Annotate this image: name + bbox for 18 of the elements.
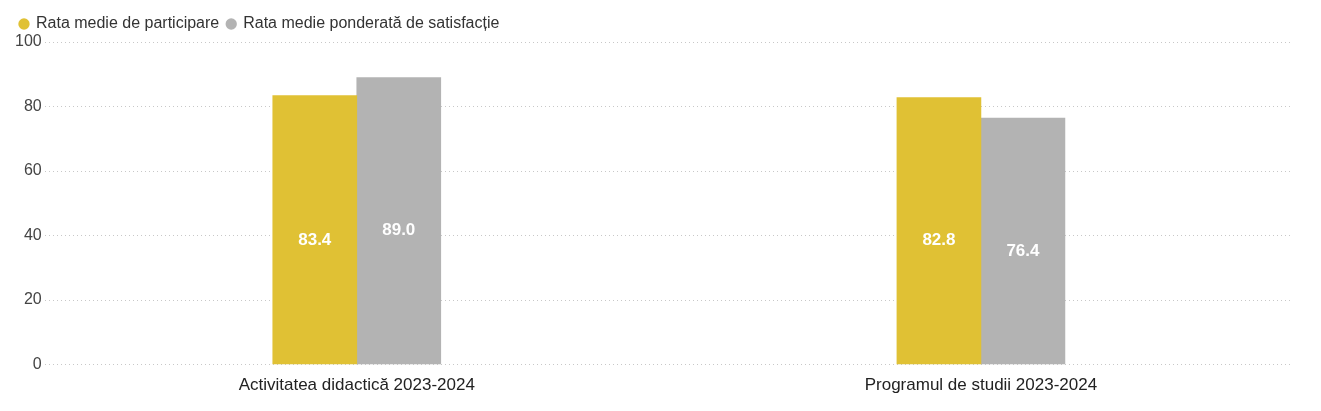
y-tick-label: 0 (32, 355, 42, 373)
text: 83.4 (298, 229, 332, 249)
bar (896, 97, 982, 365)
text: 82.8 (922, 230, 956, 250)
y-tick-label: 60 (23, 161, 42, 179)
text: 76.4 (1006, 240, 1040, 260)
legend-label: Rata medie ponderată de satisfacție (243, 14, 500, 32)
y-tick-label: 40 (23, 225, 42, 243)
bar (980, 117, 1066, 365)
y-tick-label: 20 (23, 290, 42, 308)
legend-label: Rata medie de participare (36, 14, 220, 32)
bar (356, 77, 442, 365)
text: 89.0 (382, 220, 416, 240)
y-tick-label: 100 (14, 32, 42, 50)
x-tick-label: Activitatea didactică 2023-2024 (238, 375, 475, 395)
bar (272, 95, 358, 365)
x-tick-label: Programul de studii 2023-2024 (864, 375, 1098, 395)
y-tick-label: 80 (23, 96, 42, 114)
